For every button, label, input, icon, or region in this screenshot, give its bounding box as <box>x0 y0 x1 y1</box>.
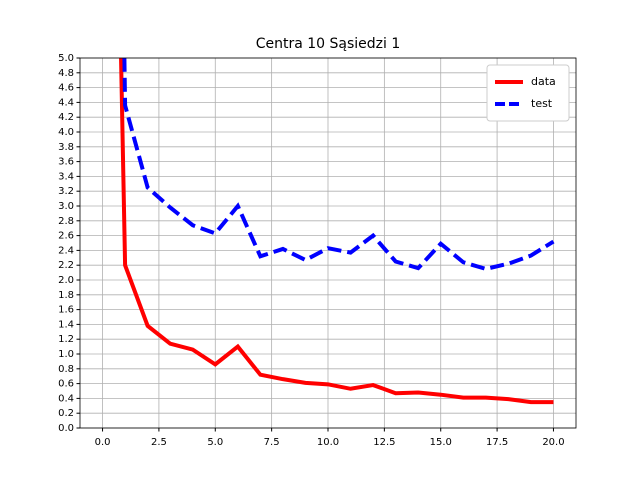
y-tick-label: 1.2 <box>58 334 74 345</box>
y-tick-label: 5.0 <box>58 53 74 64</box>
chart-title: Centra 10 Sąsiedzi 1 <box>256 36 401 52</box>
x-tick-label: 5.0 <box>207 437 223 448</box>
x-tick-label: 2.5 <box>151 437 167 448</box>
plot-frame <box>79 57 577 429</box>
y-tick-label: 1.8 <box>58 290 74 301</box>
legend-label: data <box>531 75 556 88</box>
line-series <box>119 58 554 405</box>
y-tick-label: 2.6 <box>58 231 74 242</box>
y-tick-label: 3.6 <box>58 157 74 168</box>
y-tick-label: 0.2 <box>58 408 74 419</box>
x-tick-label: 17.5 <box>486 437 508 448</box>
y-tick-label: 3.4 <box>58 171 74 182</box>
y-tick-label: 1.6 <box>58 305 74 316</box>
y-tick-label: 2.0 <box>58 275 74 286</box>
x-tick-label: 7.5 <box>264 437 280 448</box>
legend-label: test <box>531 97 553 110</box>
y-tick-label: 0.4 <box>58 393 74 404</box>
y-tick-label: 2.4 <box>58 245 74 256</box>
y-tick-label: 2.8 <box>58 216 74 227</box>
x-tick-label: 20.0 <box>542 437 564 448</box>
y-tick-label: 3.8 <box>58 142 74 153</box>
y-tick-label: 0.8 <box>58 364 74 375</box>
y-tick-label: 1.4 <box>58 319 74 330</box>
y-tick-label: 4.2 <box>58 112 74 123</box>
y-tick-label: 3.2 <box>58 186 74 197</box>
y-tick-label: 4.0 <box>58 127 74 138</box>
legend-box <box>486 64 570 122</box>
y-tick-label: 0.6 <box>58 379 74 390</box>
line-series <box>122 58 555 271</box>
y-tick-label: 4.6 <box>58 83 74 94</box>
y-tick-label: 1.0 <box>58 349 74 360</box>
y-tick-label: 0.0 <box>58 423 74 434</box>
y-tick-label: 4.4 <box>58 97 74 108</box>
y-tick-label: 4.8 <box>58 68 74 79</box>
x-tick-label: 10.0 <box>317 437 339 448</box>
x-tick-label: 12.5 <box>373 437 395 448</box>
y-tick-label: 2.2 <box>58 260 74 271</box>
x-tick-label: 0.0 <box>95 437 111 448</box>
plot-area <box>119 58 555 405</box>
y-tick-label: 3.0 <box>58 201 74 212</box>
x-tick-label: 15.0 <box>430 437 452 448</box>
